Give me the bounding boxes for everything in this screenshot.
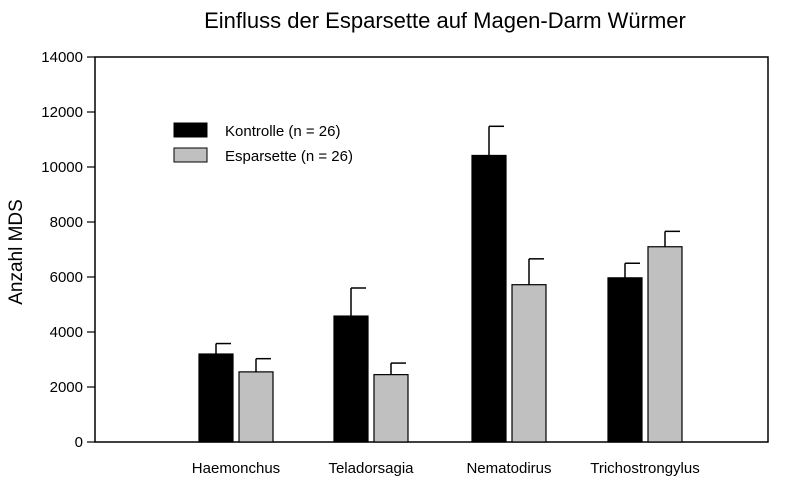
x-category-label: Haemonchus xyxy=(192,460,280,477)
y-tick-label: 4000 xyxy=(50,324,83,341)
bar-esparsette xyxy=(511,284,547,443)
bar-kontrolle xyxy=(471,154,507,443)
x-category-label: Trichostrongylus xyxy=(590,460,699,477)
x-category-label: Teladorsagia xyxy=(328,460,414,477)
legend-label-esparsette: Esparsette (n = 26) xyxy=(225,148,353,165)
bar-kontrolle xyxy=(198,353,234,443)
y-tick-label: 12000 xyxy=(41,104,83,121)
legend: Kontrolle (n = 26) Esparsette (n = 26) xyxy=(173,122,353,165)
y-tick-label: 10000 xyxy=(41,159,83,176)
bar-kontrolle xyxy=(607,277,643,443)
y-tick-label: 14000 xyxy=(41,49,83,66)
bar-esparsette xyxy=(647,246,683,443)
y-tick-label: 2000 xyxy=(50,379,83,396)
y-tick-label: 8000 xyxy=(50,214,83,231)
y-tick-label: 6000 xyxy=(50,269,83,286)
bar-esparsette xyxy=(373,374,409,443)
legend-swatch-kontrolle xyxy=(173,122,208,138)
bar-kontrolle xyxy=(333,315,369,443)
legend-label-kontrolle: Kontrolle (n = 26) xyxy=(225,123,340,140)
y-axis-label: Anzahl MDS xyxy=(6,199,27,305)
x-category-label: Nematodirus xyxy=(466,460,551,477)
plot-frame xyxy=(94,56,769,443)
bar-esparsette xyxy=(238,371,274,443)
chart-title: Einfluss der Esparsette auf Magen-Darm W… xyxy=(204,8,686,33)
y-tick-label: 0 xyxy=(75,434,83,451)
plot-area: 0 2000 4000 6000 8000 10000 12000 14000 Haemonch… xyxy=(41,49,769,477)
legend-swatch-esparsette xyxy=(173,147,208,163)
